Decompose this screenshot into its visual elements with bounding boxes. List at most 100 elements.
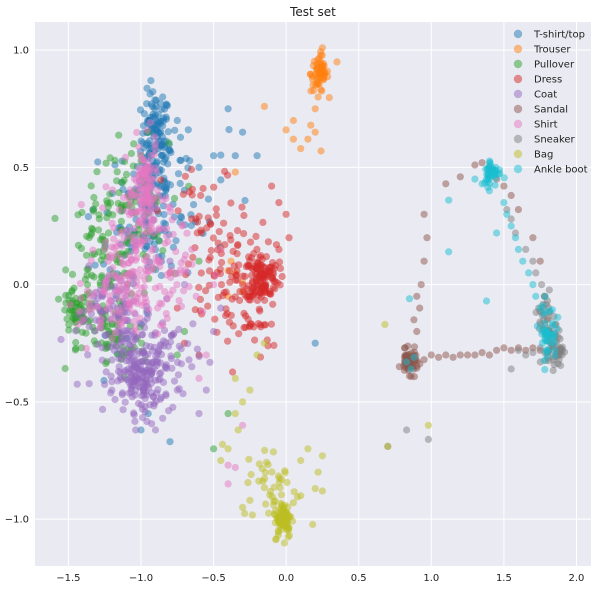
legend-marker	[513, 104, 523, 114]
data-point	[217, 245, 225, 253]
data-point	[156, 117, 164, 125]
data-point	[169, 331, 177, 339]
data-point	[188, 260, 196, 268]
data-point	[179, 190, 187, 198]
data-point	[72, 327, 80, 335]
legend-marker	[513, 134, 523, 144]
data-point	[152, 168, 160, 176]
data-point	[108, 316, 116, 324]
data-point	[231, 410, 239, 418]
data-point	[174, 371, 182, 379]
data-point	[63, 315, 71, 323]
data-point	[217, 151, 225, 159]
data-point	[162, 113, 170, 121]
data-point	[193, 345, 201, 353]
data-point	[141, 408, 149, 416]
data-point	[142, 358, 150, 366]
data-point	[73, 380, 81, 388]
data-point	[229, 322, 237, 330]
data-point	[131, 357, 139, 365]
data-point	[551, 346, 559, 354]
data-point	[150, 175, 158, 183]
data-point	[449, 353, 457, 361]
data-point	[154, 330, 162, 338]
data-point	[239, 272, 247, 280]
data-point	[133, 278, 141, 286]
data-point	[109, 264, 117, 272]
data-point	[307, 87, 315, 95]
x-tick-label: −1.5	[56, 573, 80, 584]
data-point	[65, 321, 73, 329]
data-point	[106, 199, 115, 207]
data-point	[204, 195, 212, 203]
data-point	[507, 346, 515, 354]
data-point	[170, 194, 179, 202]
legend-label: Coat	[534, 90, 557, 101]
data-point	[522, 351, 530, 359]
data-point	[304, 135, 312, 143]
data-point	[148, 331, 156, 339]
data-point	[252, 232, 260, 240]
data-point	[285, 234, 293, 242]
data-point	[51, 214, 59, 222]
data-point	[304, 445, 312, 453]
data-point	[264, 461, 272, 469]
data-point	[549, 366, 557, 375]
data-point	[214, 239, 222, 247]
data-point	[254, 320, 262, 328]
data-point	[189, 253, 197, 261]
data-point	[529, 349, 537, 357]
data-point	[151, 96, 159, 104]
data-point	[157, 321, 165, 330]
data-point	[532, 269, 540, 277]
data-point	[249, 291, 257, 299]
data-point	[199, 308, 207, 316]
data-point	[277, 491, 286, 499]
data-point	[94, 340, 102, 348]
data-point	[110, 244, 118, 252]
data-point	[165, 146, 173, 155]
data-point	[157, 394, 165, 402]
y-tick-label: 0.0	[13, 280, 29, 291]
data-point	[231, 168, 239, 176]
data-point	[79, 316, 87, 324]
data-point	[224, 445, 232, 453]
data-point	[253, 281, 261, 289]
data-point	[478, 159, 486, 167]
data-point	[108, 378, 116, 386]
data-point	[85, 380, 93, 388]
data-point	[163, 295, 171, 303]
y-tick-label: −1.0	[5, 515, 29, 526]
data-point	[268, 275, 276, 283]
data-point	[108, 356, 116, 364]
data-point	[105, 271, 113, 279]
data-point	[130, 140, 138, 148]
data-point	[210, 281, 218, 289]
data-point	[185, 356, 193, 364]
data-point	[120, 280, 128, 289]
data-point	[187, 165, 196, 174]
data-point	[240, 230, 248, 238]
data-point	[90, 193, 98, 202]
data-point	[245, 455, 253, 463]
data-point	[217, 456, 225, 465]
data-point	[240, 287, 248, 295]
data-point	[132, 387, 140, 395]
legend-label: Bag	[534, 150, 553, 161]
data-point	[229, 247, 237, 255]
data-point	[101, 380, 109, 388]
data-point	[102, 183, 110, 191]
data-point	[113, 274, 121, 282]
data-point	[191, 306, 199, 314]
data-point	[117, 217, 125, 225]
data-point	[255, 305, 263, 313]
data-point	[164, 128, 172, 136]
data-point	[130, 224, 138, 233]
data-point	[403, 426, 411, 434]
data-point	[227, 199, 235, 207]
data-point	[185, 283, 193, 291]
data-point	[175, 325, 183, 333]
data-point	[318, 44, 326, 52]
data-point	[546, 307, 554, 315]
